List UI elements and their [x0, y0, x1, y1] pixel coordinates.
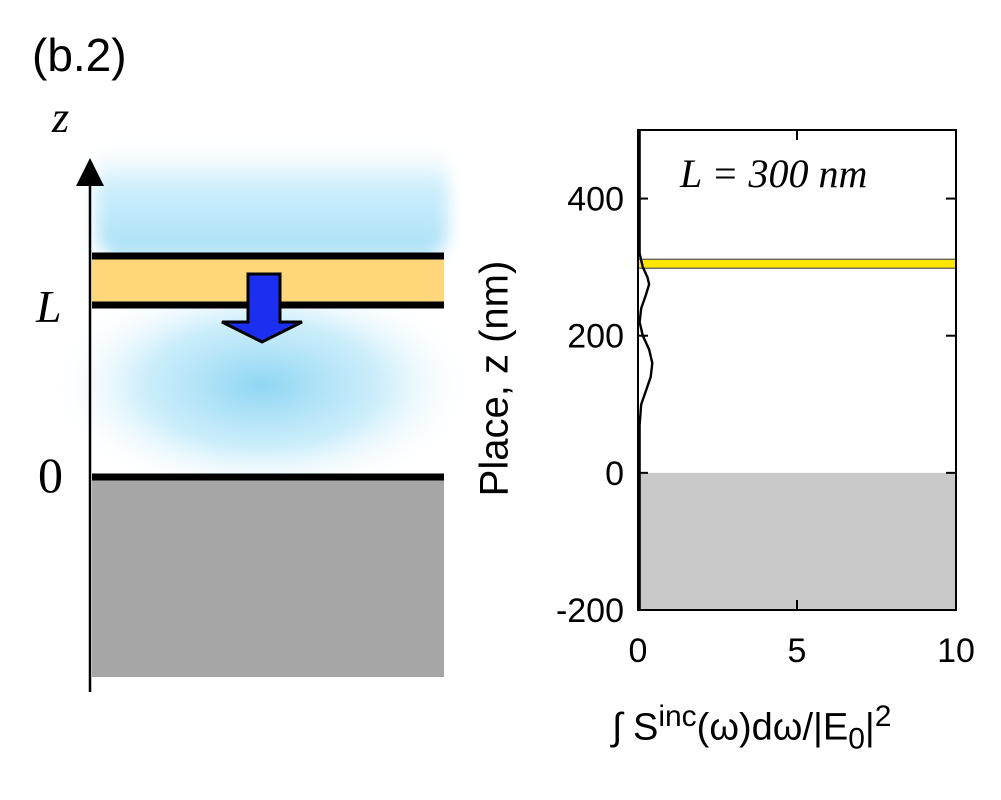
- level-0-label: 0: [38, 447, 63, 503]
- z-axis-label: z: [52, 93, 70, 142]
- central-field-glow: [47, 270, 477, 500]
- xlabel-middle: (ω)dω/|E: [696, 706, 849, 749]
- top-field-glow: [96, 138, 448, 258]
- y-tick-label: 400: [567, 181, 624, 219]
- x-tick-label: 5: [788, 632, 807, 670]
- y-tick-label: -200: [556, 592, 624, 630]
- chart-series-line: [638, 130, 654, 610]
- y-tick-label: 0: [605, 455, 624, 493]
- chart-frame: [637, 129, 957, 611]
- z-axis-arrowhead-icon: [76, 158, 104, 186]
- chart-y-axis-label: Place, z (nm): [472, 260, 517, 497]
- chart-substrate-region: [638, 472, 956, 610]
- panel-label: (b.2): [32, 29, 127, 81]
- x-tick-label: 0: [629, 632, 648, 670]
- xlabel-integral: ∫ S: [612, 706, 659, 749]
- y-tick-label: 200: [567, 318, 624, 356]
- arrow-down-icon: [221, 272, 303, 344]
- xlabel-sup2: 2: [874, 700, 892, 733]
- chart-x-axis-label: ∫ Sinc(ω)dω/|E0|2: [612, 700, 891, 756]
- substrate-block: [92, 477, 444, 677]
- xlabel-sub: 0: [848, 722, 865, 756]
- xlabel-sup: inc: [658, 700, 697, 733]
- xlabel-end: |: [864, 706, 875, 749]
- schematic: [47, 138, 477, 692]
- x-tick-label: 10: [937, 632, 975, 670]
- chart-annotation: L = 300 nm: [680, 151, 868, 196]
- level-L-label: L: [36, 281, 62, 332]
